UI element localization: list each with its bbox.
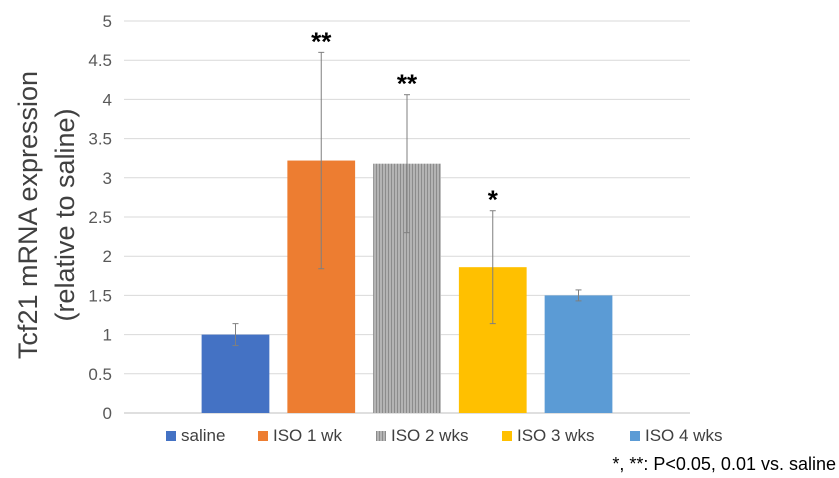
error-bars bbox=[232, 51, 582, 347]
y-axis-label-line-2: (relative to saline) bbox=[50, 108, 80, 321]
legend-label: saline bbox=[181, 426, 225, 445]
legend-label: ISO 3 wks bbox=[517, 426, 594, 445]
legend-label: ISO 1 wk bbox=[273, 426, 342, 445]
y-axis-label-line-1: Tcf21 mRNA expression bbox=[13, 71, 43, 359]
y-tick-label: 4 bbox=[103, 90, 112, 109]
y-tick-label: 1 bbox=[103, 326, 112, 345]
legend-swatch bbox=[376, 431, 386, 441]
y-tick-label: 5 bbox=[103, 12, 112, 31]
y-tick-label: 2 bbox=[103, 247, 112, 266]
significance-marker: * bbox=[488, 185, 499, 215]
bar-iso-4-wks bbox=[544, 295, 613, 413]
significance-marker: ** bbox=[397, 69, 418, 99]
y-tick-label: 0 bbox=[103, 404, 112, 423]
legend-label: ISO 4 wks bbox=[645, 426, 722, 445]
y-tick-label: 2.5 bbox=[88, 208, 112, 227]
legend-label: ISO 2 wks bbox=[391, 426, 468, 445]
significance-markers: ***** bbox=[311, 26, 499, 214]
y-tick-label: 0.5 bbox=[88, 365, 112, 384]
legend-swatch bbox=[258, 431, 268, 441]
y-tick-label: 1.5 bbox=[88, 286, 112, 305]
significance-marker: ** bbox=[311, 26, 332, 56]
y-tick-label: 3 bbox=[103, 169, 112, 188]
y-axis-ticks: 0 0.5 1 1.5 2 2.5 3 3.5 4 4.5 5 bbox=[88, 12, 112, 423]
legend: saline ISO 1 wk ISO 2 wks ISO 3 wks ISO 4 wk… bbox=[166, 426, 722, 445]
legend-swatch bbox=[502, 431, 512, 441]
bar-saline bbox=[201, 334, 270, 413]
legend-swatch bbox=[630, 431, 640, 441]
bars bbox=[201, 160, 613, 413]
legend-swatch bbox=[166, 431, 176, 441]
significance-note: *, **: P<0.05, 0.01 vs. saline bbox=[612, 454, 836, 474]
y-tick-label: 4.5 bbox=[88, 51, 112, 70]
y-tick-label: 3.5 bbox=[88, 130, 112, 149]
